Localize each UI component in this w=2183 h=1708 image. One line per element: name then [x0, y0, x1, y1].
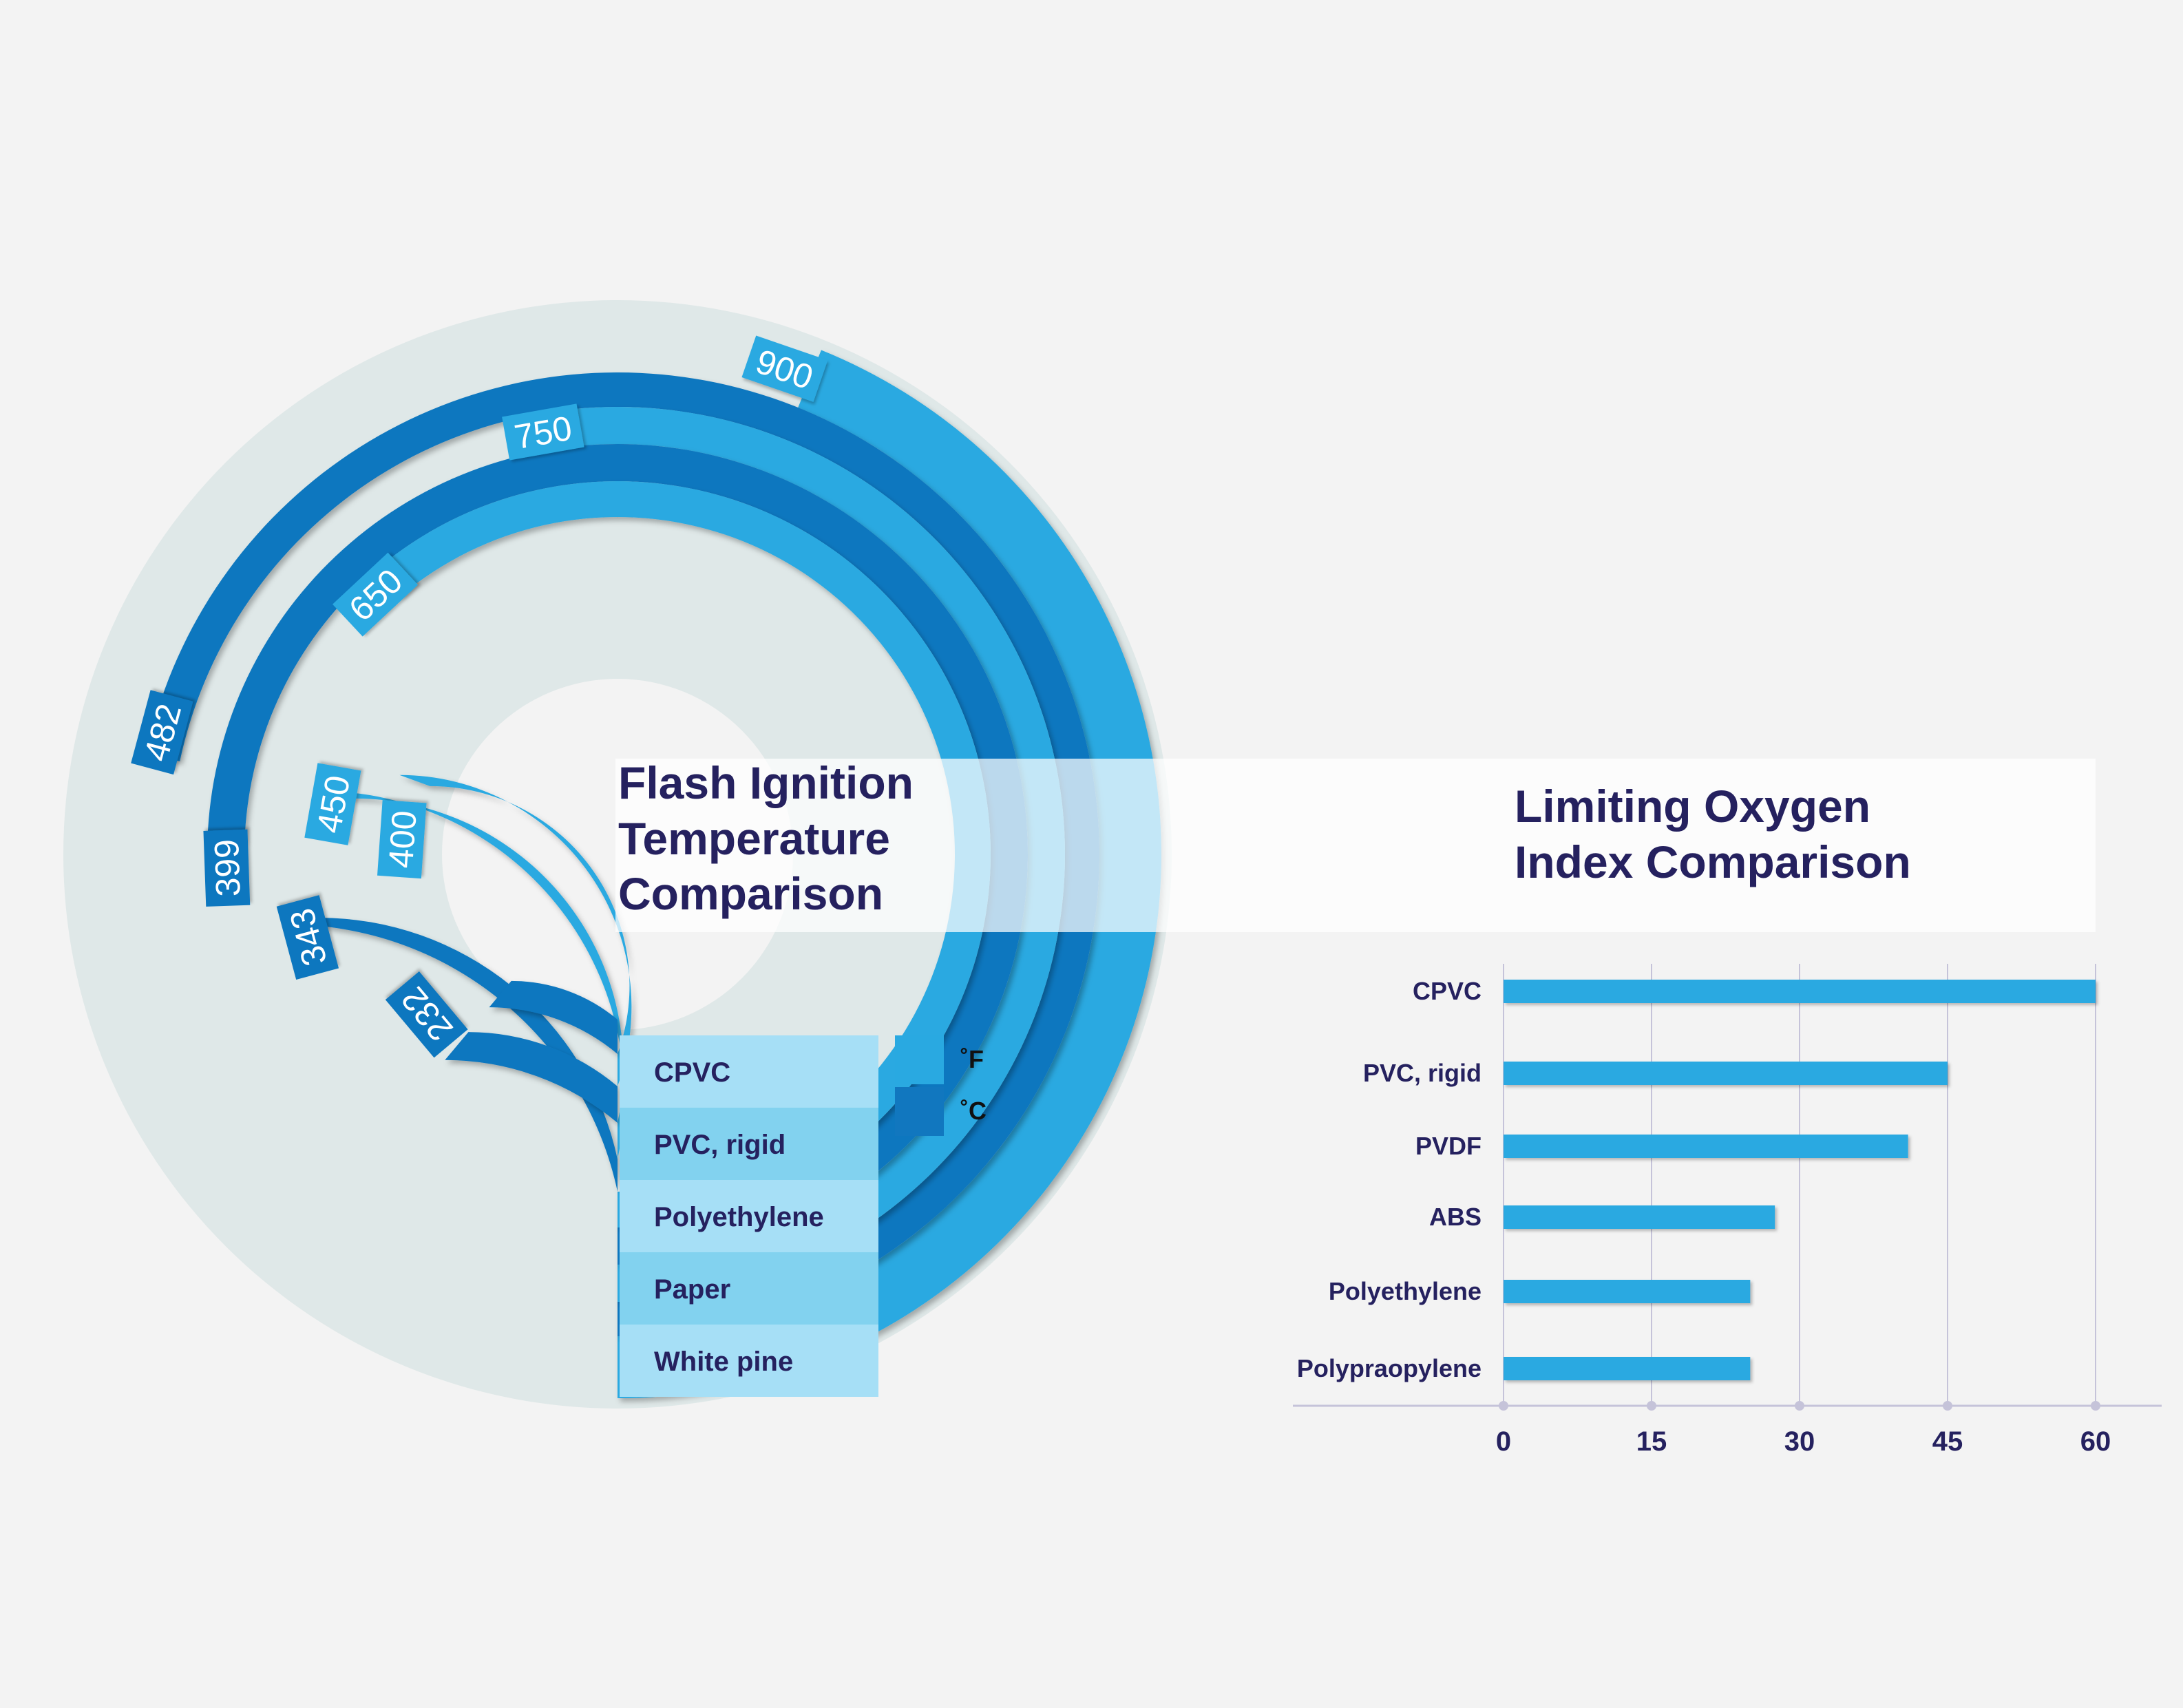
category-label-white-pine: White pine — [654, 1347, 793, 1377]
category-label-cpvc: CPVC — [654, 1057, 730, 1088]
label-cpvc-f-tag — [377, 799, 427, 879]
bar-pvdf — [1504, 1135, 1908, 1158]
ring-white-pine-fahrenheit — [618, 350, 1161, 1398]
loi-bar-chart: 0 15 30 45 60 CPVC PVC, rigid PVDF ABS Polyethyle… — [1293, 964, 2162, 1457]
tick-label-45: 45 — [1932, 1426, 1963, 1457]
label-pvc-rigid-f-tag — [304, 763, 361, 845]
label-white-pine-c-tag — [131, 690, 193, 775]
tick-label-60: 60 — [2080, 1426, 2111, 1457]
category-row-paper — [620, 1252, 878, 1325]
label-paper-c: 399 — [207, 839, 248, 897]
bar-category-cpvc: CPVC — [1413, 977, 1481, 1005]
title-band — [615, 759, 2096, 932]
category-label-paper: Paper — [654, 1274, 730, 1305]
loi-title-line-1: Limiting Oxygen — [1515, 781, 1870, 832]
label-paper-c-group: 399 — [203, 829, 251, 907]
bar-abs — [1504, 1205, 1775, 1229]
tick-label-30: 30 — [1784, 1426, 1815, 1457]
ring-pvc-rigid-fahrenheit — [319, 790, 624, 1159]
bar-category-pvdf: PVDF — [1415, 1132, 1481, 1160]
label-paper-c-tag — [203, 829, 251, 907]
bar-cpvc — [1504, 980, 2096, 1003]
tick-label-15: 15 — [1636, 1426, 1667, 1457]
limiting-oxygen-title: Limiting Oxygen Index Comparison — [1515, 781, 1911, 887]
label-cpvc-f: 400 — [381, 810, 424, 869]
label-pvc-rigid-f-group: 450 — [304, 763, 361, 845]
label-white-pine-f-tag — [741, 335, 828, 402]
unit-legend: ˚F ˚C — [895, 1035, 987, 1136]
flash-title-line-3: Comparison — [618, 868, 883, 919]
category-label-rows: CPVC PVC, rigid Polyethylene Paper White pin… — [620, 1035, 878, 1397]
legend-label-celsius: ˚C — [960, 1097, 987, 1125]
legend-label-fahrenheit: ˚F — [960, 1045, 984, 1073]
category-row-cpvc — [620, 1035, 878, 1108]
label-cpvc-c-tag — [385, 971, 468, 1058]
ring-cpvc-celsius — [489, 980, 618, 1054]
loi-title-line-2: Index Comparison — [1515, 836, 1911, 887]
bar-pvc-rigid — [1504, 1062, 1948, 1085]
bar-category-pvc-rigid: PVC, rigid — [1363, 1059, 1481, 1087]
tick-label-0: 0 — [1496, 1426, 1511, 1457]
bar-polypraopylene — [1504, 1357, 1751, 1380]
ring-pvc-rigid-celsius — [445, 1032, 618, 1123]
flash-title-line-2: Temperature — [618, 813, 890, 864]
category-label-pvc-rigid: PVC, rigid — [654, 1130, 785, 1160]
category-label-polyethylene: Polyethylene — [654, 1202, 824, 1232]
legend-swatch-celsius — [895, 1087, 944, 1136]
label-polyethylene-f-group: 650 — [333, 552, 419, 637]
bar-polyethylene — [1504, 1280, 1751, 1303]
label-paper-f-group: 750 — [502, 403, 584, 461]
category-row-white-pine — [620, 1325, 878, 1397]
ring-cpvc-fahrenheit — [399, 774, 632, 1086]
legend-swatch-fahrenheit — [895, 1035, 944, 1084]
bar-category-polyethylene: Polyethylene — [1329, 1277, 1481, 1305]
label-paper-f-tag — [502, 403, 584, 461]
ring-polyethylene-fahrenheit — [377, 481, 991, 1227]
label-cpvc-f-group: 400 — [377, 799, 427, 879]
bar-category-abs: ABS — [1429, 1203, 1481, 1231]
label-polyethylene-f-tag — [333, 552, 419, 637]
flash-title-line-1: Flash Ignition — [618, 757, 914, 808]
category-row-polyethylene — [620, 1180, 878, 1252]
category-row-pvc-rigid — [620, 1108, 878, 1180]
flash-ignition-title: Flash Ignition Temperature Comparison — [618, 757, 926, 919]
label-polyethylene-c-tag — [276, 895, 339, 980]
bar-category-polypraopylene: Polypraopylene — [1297, 1354, 1481, 1382]
